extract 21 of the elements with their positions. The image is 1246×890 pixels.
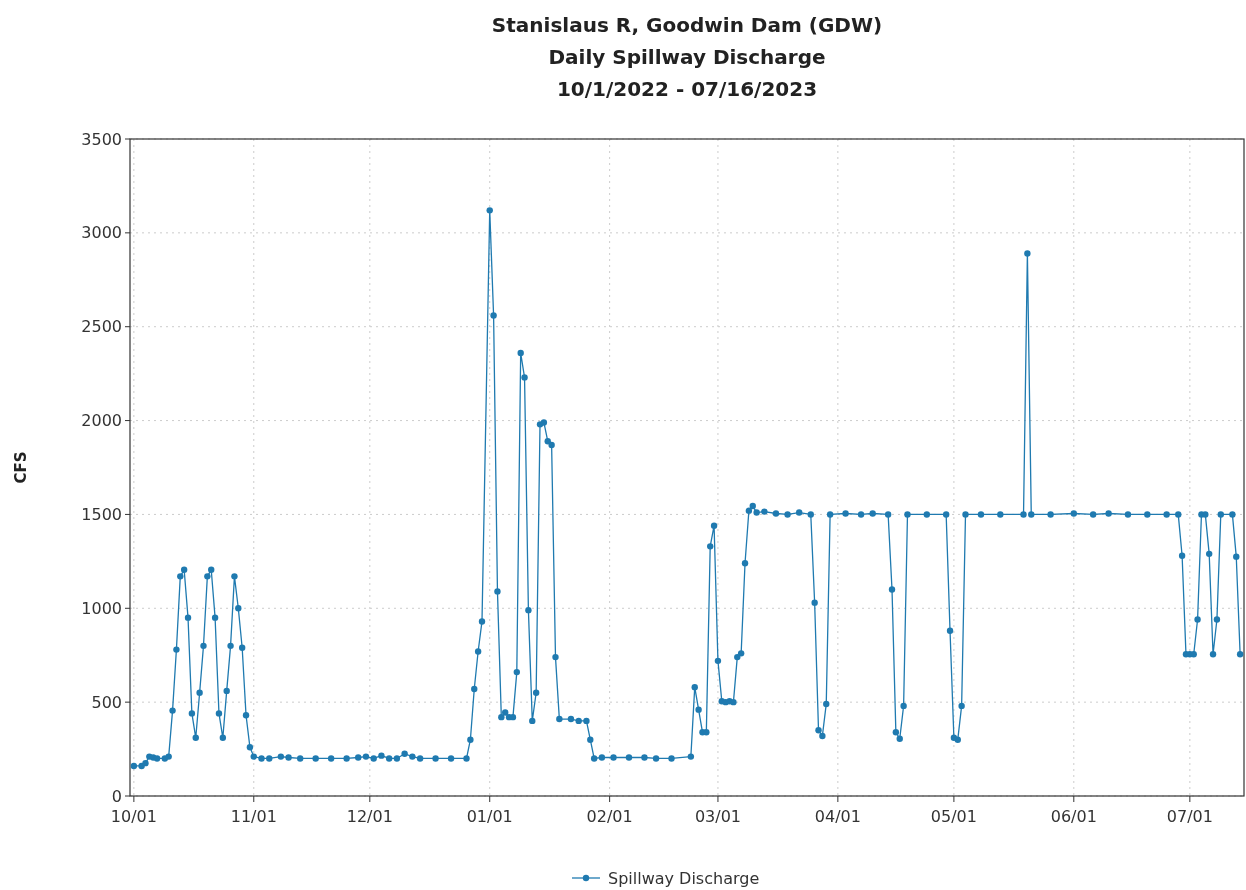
x-tick-label: 12/01 <box>346 807 393 826</box>
x-tick-label: 04/01 <box>814 807 861 826</box>
x-tick-label: 03/01 <box>694 807 741 826</box>
y-tick-label: 1500 <box>81 505 122 525</box>
x-tick-label: 06/01 <box>1050 807 1097 826</box>
y-tick-label: 1000 <box>81 598 122 618</box>
x-tick-label: 01/01 <box>466 807 513 826</box>
y-tick-label: 2000 <box>81 411 122 431</box>
y-tick-label: 3500 <box>81 129 122 149</box>
legend-label: Spillway Discharge <box>608 868 760 888</box>
x-tick-label: 07/01 <box>1166 807 1213 826</box>
y-tick-label: 3000 <box>81 223 122 243</box>
chart-title: Stanislaus R, Goodwin Dam (GDW) Daily Spillway Discharge 10/1/2022 - 07/16/2023 <box>491 13 883 101</box>
y-tick-label: 2500 <box>81 317 122 337</box>
x-tick-label: 02/01 <box>586 807 633 826</box>
x-tick-label: 05/01 <box>930 807 977 826</box>
y-axis-title: CFS <box>12 451 30 484</box>
x-tick-label: 11/01 <box>230 807 277 826</box>
y-tick-label: 0 <box>111 786 122 806</box>
x-tick-label: 10/01 <box>110 807 157 826</box>
y-tick-label: 500 <box>91 692 122 712</box>
